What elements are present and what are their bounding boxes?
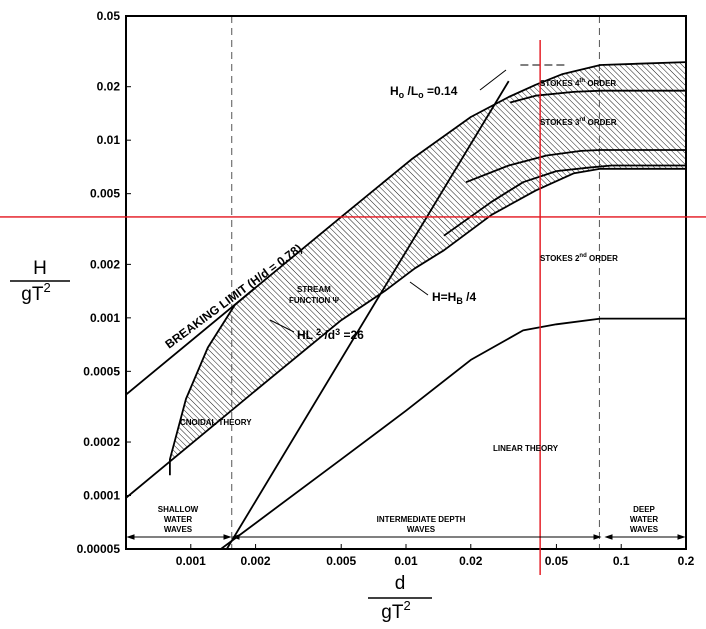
shallow-water-label-1: SHALLOW <box>158 505 199 514</box>
stokes-3rd-label: STOKES 3rd ORDER <box>540 117 617 127</box>
x-tick-label-7: 0.2 <box>678 554 695 568</box>
x-axis-title: d gT2 <box>368 573 432 623</box>
shallow-water-label-3: WAVES <box>164 525 193 534</box>
y-tick-label-2: 0.0002 <box>83 435 120 449</box>
curve-linear-limit <box>220 317 686 549</box>
curve-hb-quarter <box>126 167 686 499</box>
ursell-label: HL 2 /d3 =26 <box>297 327 364 342</box>
stokes-4th-label: STOKES 4th ORDER <box>540 78 616 88</box>
x-axis-numerator: d <box>395 573 406 594</box>
x-tick-label-4: 0.02 <box>459 554 483 568</box>
y-tick-label-0: 0.00005 <box>77 542 121 556</box>
cnoidal-theory-label: CNOIDAL THEORY <box>180 418 252 427</box>
deep-water-label-2: WATER <box>630 515 659 524</box>
y-tick-label-4: 0.001 <box>90 311 120 325</box>
shallow-water-label-2: WATER <box>164 515 193 524</box>
curve-cnoidal-boundary <box>169 286 257 476</box>
ursell-pointer <box>269 319 295 333</box>
linear-theory-label: LINEAR THEORY <box>493 444 559 453</box>
curve-stokes-3rd-lower <box>465 149 686 184</box>
x-tick-label-1: 0.002 <box>241 554 271 568</box>
x-axis-denominator: gT2 <box>381 598 410 623</box>
deep-water-label-1: DEEP <box>633 505 655 514</box>
curve-stokes-2nd-upper <box>443 164 686 237</box>
y-tick-label-9: 0.05 <box>97 9 121 23</box>
y-tick-label-3: 0.0005 <box>83 364 120 378</box>
curve-breaking-limit <box>126 61 686 396</box>
deep-water-label-3: WAVES <box>630 525 659 534</box>
y-tick-label-6: 0.005 <box>90 187 120 201</box>
y-tick-label-5: 0.002 <box>90 257 120 271</box>
curve-ursell-26 <box>226 80 510 549</box>
intermediate-depth-label-2: WAVES <box>407 525 436 534</box>
y-axis-title: H gT2 <box>10 258 70 305</box>
x-tick-label-5: 0.05 <box>545 554 569 568</box>
stream-function-label-1: STREAM <box>297 285 331 294</box>
x-tick-label-2: 0.005 <box>326 554 356 568</box>
curve-stokes-4th-lower <box>509 89 686 104</box>
hb-quarter-pointer <box>409 281 429 296</box>
y-axis-denominator: gT2 <box>21 280 50 305</box>
h0-l0-pointer <box>479 69 507 91</box>
region-labels: STOKES 4th ORDER STOKES 3rd ORDER STOKES… <box>158 78 659 534</box>
hatched-band <box>169 62 686 476</box>
x-tick-label-0: 0.001 <box>176 554 206 568</box>
y-axis-numerator: H <box>33 258 47 279</box>
x-tick-label-3: 0.01 <box>394 554 418 568</box>
h0-l0-label: Ho /Lo =0.14 <box>390 84 458 100</box>
y-tick-label-8: 0.02 <box>97 80 121 94</box>
y-tick-label-1: 0.0001 <box>83 489 120 503</box>
hb-quarter-label: H=HB /4 <box>432 290 477 306</box>
stokes-2nd-label: STOKES 2nd ORDER <box>540 253 618 263</box>
depth-zone-arrows <box>126 534 686 540</box>
stream-function-label-2: FUNCTION Ψ <box>289 296 340 305</box>
x-tick-label-6: 0.1 <box>613 554 630 568</box>
intermediate-depth-label-1: INTERMEDIATE DEPTH <box>377 515 466 524</box>
y-tick-label-7: 0.01 <box>97 133 121 147</box>
